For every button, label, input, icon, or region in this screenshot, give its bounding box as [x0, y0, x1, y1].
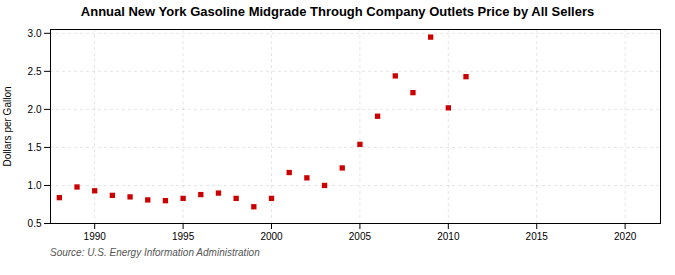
svg-text:3.0: 3.0: [28, 28, 42, 39]
svg-text:2015: 2015: [526, 231, 549, 242]
svg-text:2.5: 2.5: [28, 66, 42, 77]
svg-text:2.0: 2.0: [28, 104, 42, 115]
svg-text:1.0: 1.0: [28, 180, 42, 191]
svg-text:Dollars per Gallon: Dollars per Gallon: [2, 86, 13, 166]
svg-text:1990: 1990: [84, 231, 107, 242]
svg-text:0.5: 0.5: [28, 218, 42, 229]
svg-text:2005: 2005: [349, 231, 372, 242]
html-text:Source: U.S. Energy Informatio: Source: U.S. Energy Information Administ…: [50, 247, 260, 258]
svg-text:2010: 2010: [437, 231, 460, 242]
svg-text:2000: 2000: [260, 231, 283, 242]
svg-text:2020: 2020: [614, 231, 637, 242]
svg-text:1.5: 1.5: [28, 142, 42, 153]
html-text:Annual New York Gasoline Midgr: Annual New York Gasoline Midgrade Throug…: [80, 4, 595, 19]
svg-text:1995: 1995: [172, 231, 195, 242]
